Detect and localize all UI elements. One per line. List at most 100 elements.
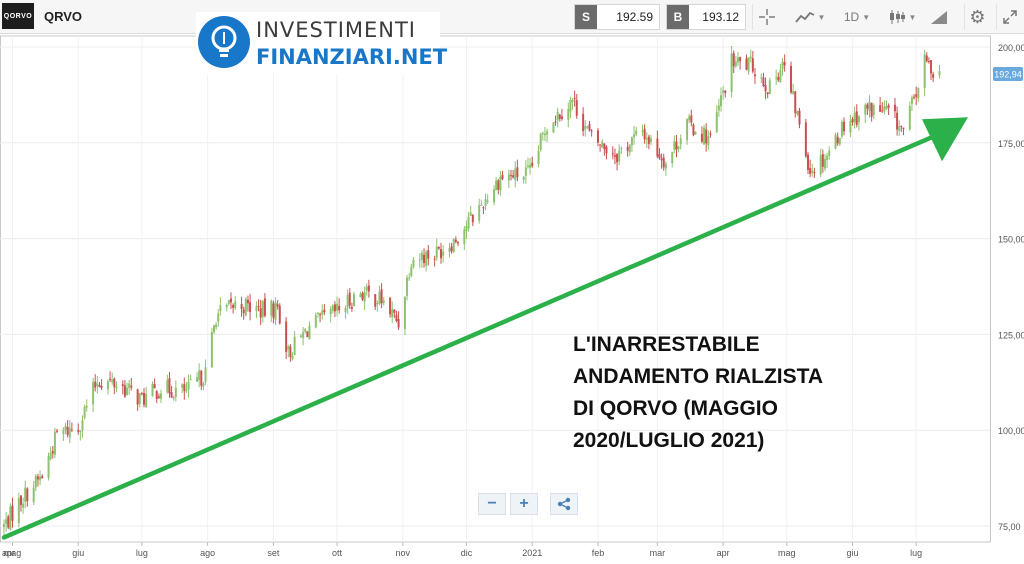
candle bbox=[456, 241, 459, 247]
candle-body bbox=[569, 100, 572, 112]
candle bbox=[467, 212, 470, 232]
candle-body bbox=[420, 252, 423, 260]
crosshair-button[interactable] bbox=[752, 4, 780, 30]
candle bbox=[779, 63, 782, 83]
candle bbox=[739, 56, 742, 70]
candle-body bbox=[658, 154, 661, 159]
sell-quote-button[interactable]: S 192.59 bbox=[574, 4, 660, 30]
candle-body bbox=[529, 164, 532, 168]
buy-quote-button[interactable]: B 193.12 bbox=[666, 4, 746, 30]
candle bbox=[618, 144, 621, 165]
candle-body bbox=[798, 110, 801, 125]
candle-body bbox=[730, 53, 733, 92]
candle bbox=[806, 151, 809, 175]
share-icon bbox=[557, 497, 571, 511]
candle bbox=[151, 381, 154, 397]
candle bbox=[11, 497, 14, 528]
candle bbox=[68, 420, 71, 444]
candle bbox=[694, 131, 697, 135]
candle bbox=[486, 194, 489, 205]
candle-body bbox=[316, 312, 319, 314]
candle-body bbox=[395, 314, 398, 322]
drawing-tools-button[interactable] bbox=[926, 4, 952, 30]
x-tick-label: mag bbox=[778, 548, 796, 558]
candle-body bbox=[471, 214, 474, 223]
candle bbox=[418, 253, 421, 268]
candle bbox=[397, 311, 400, 330]
candle-body bbox=[560, 116, 563, 119]
candle-body bbox=[840, 121, 843, 137]
candle bbox=[590, 129, 593, 137]
candle bbox=[64, 422, 67, 435]
candle bbox=[140, 391, 143, 396]
chart-type-button[interactable]: ▼ bbox=[790, 4, 830, 30]
candle-body bbox=[34, 475, 37, 488]
x-tick-label: nov bbox=[396, 548, 411, 558]
candle-body bbox=[363, 291, 366, 302]
candle bbox=[425, 249, 428, 272]
candle-body bbox=[189, 379, 192, 381]
zoom-in-button[interactable]: + bbox=[510, 493, 538, 515]
candle bbox=[478, 198, 481, 224]
candle-body bbox=[913, 96, 916, 98]
sell-price: 192.59 bbox=[616, 10, 653, 24]
candle-body bbox=[575, 100, 578, 116]
candle bbox=[9, 503, 12, 531]
indicators-button[interactable]: ▼ bbox=[882, 4, 922, 30]
share-button[interactable] bbox=[550, 493, 578, 515]
candle-body bbox=[393, 309, 396, 313]
candle-body bbox=[734, 61, 737, 66]
candle bbox=[529, 158, 532, 175]
candle-body bbox=[249, 302, 252, 313]
candle-body bbox=[618, 150, 621, 162]
candle bbox=[26, 487, 29, 507]
candle-body bbox=[196, 377, 199, 382]
candle-body bbox=[359, 294, 362, 297]
zoom-out-button[interactable]: − bbox=[478, 493, 506, 515]
candle bbox=[588, 120, 591, 132]
candle-body bbox=[673, 141, 676, 150]
candle bbox=[53, 427, 56, 459]
candle-body bbox=[647, 136, 650, 144]
candle-body bbox=[811, 170, 814, 173]
candle bbox=[700, 126, 703, 144]
candle bbox=[168, 371, 171, 398]
candle-body bbox=[925, 55, 928, 62]
candle-body bbox=[94, 381, 97, 388]
candle bbox=[304, 327, 307, 334]
candle-body bbox=[923, 54, 926, 89]
interval-dropdown[interactable]: 1D ▼ bbox=[838, 4, 876, 30]
candle bbox=[836, 132, 839, 146]
candle-body bbox=[482, 207, 485, 209]
settings-button[interactable]: ⚙ bbox=[964, 4, 990, 30]
candle bbox=[499, 170, 502, 196]
chart-grid bbox=[0, 35, 991, 543]
candle-body bbox=[613, 155, 616, 157]
candle-body bbox=[391, 309, 394, 317]
candle bbox=[106, 379, 109, 395]
candle-body bbox=[130, 385, 133, 388]
candle-body bbox=[289, 346, 292, 357]
fullscreen-button[interactable] bbox=[996, 4, 1022, 30]
candle-body bbox=[775, 77, 778, 79]
candle-body bbox=[200, 370, 203, 386]
lightbulb-icon bbox=[198, 16, 250, 68]
candle-body bbox=[348, 292, 351, 306]
candle bbox=[893, 97, 896, 119]
candle-body bbox=[777, 76, 780, 81]
candle bbox=[828, 146, 831, 160]
candle bbox=[766, 92, 769, 99]
candle-body bbox=[541, 132, 544, 135]
candle-body bbox=[739, 57, 742, 62]
candle bbox=[526, 157, 529, 169]
candle bbox=[471, 214, 474, 227]
candle-body bbox=[19, 495, 22, 505]
candle bbox=[85, 399, 88, 412]
candle-body bbox=[556, 111, 559, 121]
candle bbox=[382, 297, 385, 306]
candle bbox=[227, 299, 230, 306]
candle-body bbox=[278, 305, 281, 324]
candle-body bbox=[630, 137, 633, 146]
x-tick-label: feb bbox=[592, 548, 605, 558]
